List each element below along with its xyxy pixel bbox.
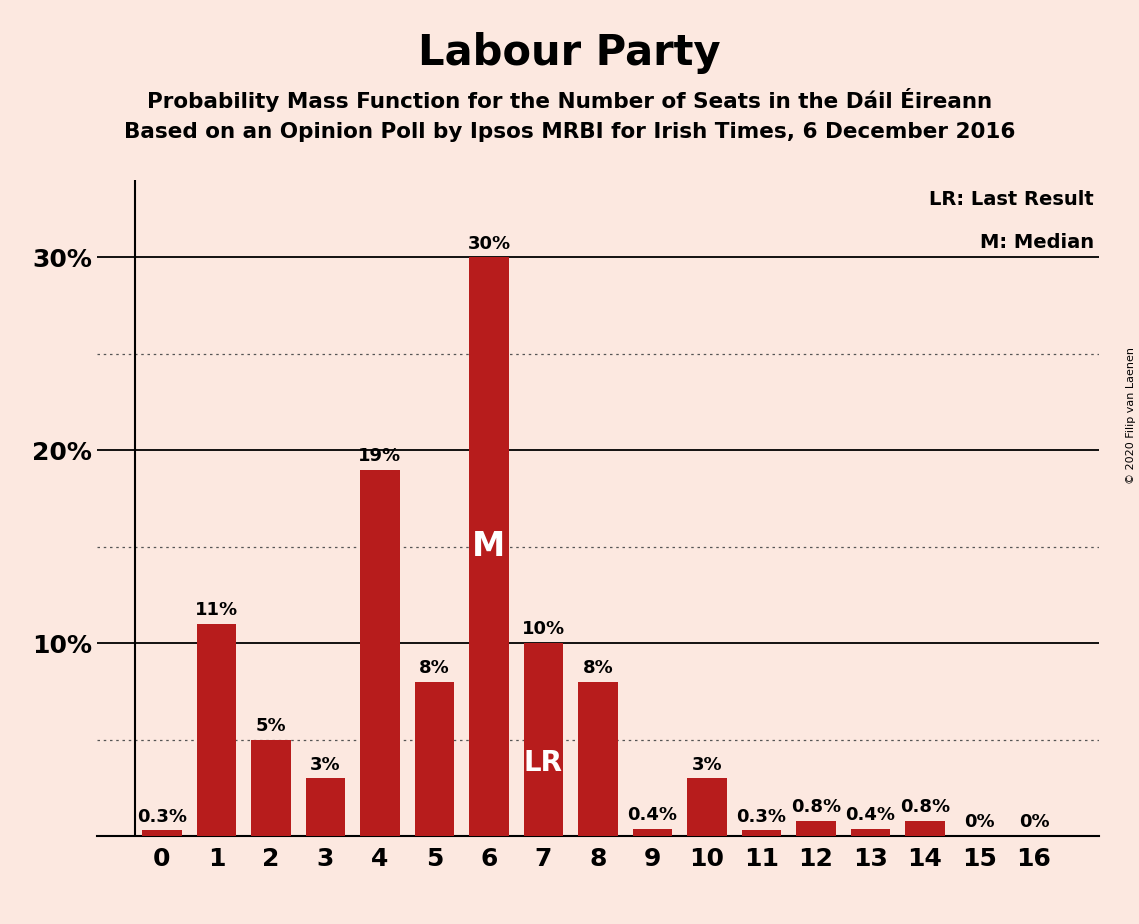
Bar: [415, 682, 454, 836]
Text: 0.8%: 0.8%: [790, 798, 841, 816]
Bar: [469, 258, 509, 836]
Text: © 2020 Filip van Laenen: © 2020 Filip van Laenen: [1126, 347, 1136, 484]
Text: 8%: 8%: [419, 659, 450, 677]
Text: M: M: [473, 530, 506, 564]
Text: Labour Party: Labour Party: [418, 32, 721, 74]
Bar: [633, 829, 672, 836]
Text: M: Median: M: Median: [980, 233, 1095, 251]
Bar: [796, 821, 836, 836]
Bar: [142, 831, 181, 836]
Bar: [906, 821, 944, 836]
Text: 30%: 30%: [467, 235, 510, 252]
Text: 0.3%: 0.3%: [137, 808, 187, 826]
Bar: [306, 778, 345, 836]
Text: 0.4%: 0.4%: [845, 806, 895, 823]
Bar: [360, 469, 400, 836]
Bar: [579, 682, 617, 836]
Text: Based on an Opinion Poll by Ipsos MRBI for Irish Times, 6 December 2016: Based on an Opinion Poll by Ipsos MRBI f…: [124, 122, 1015, 142]
Text: 0%: 0%: [964, 813, 994, 832]
Text: 3%: 3%: [691, 756, 722, 773]
Bar: [851, 829, 890, 836]
Text: 0.4%: 0.4%: [628, 806, 678, 823]
Text: 19%: 19%: [359, 447, 402, 465]
Text: 0%: 0%: [1018, 813, 1049, 832]
Text: 3%: 3%: [310, 756, 341, 773]
Text: Probability Mass Function for the Number of Seats in the Dáil Éireann: Probability Mass Function for the Number…: [147, 88, 992, 112]
Text: 10%: 10%: [522, 620, 565, 638]
Text: 5%: 5%: [255, 717, 286, 735]
Bar: [197, 624, 236, 836]
Bar: [687, 778, 727, 836]
Bar: [741, 831, 781, 836]
Text: 8%: 8%: [583, 659, 613, 677]
Text: LR: Last Result: LR: Last Result: [929, 190, 1095, 209]
Text: LR: LR: [524, 748, 563, 777]
Bar: [524, 643, 563, 836]
Bar: [252, 740, 290, 836]
Text: 0.8%: 0.8%: [900, 798, 950, 816]
Text: 0.3%: 0.3%: [737, 808, 786, 826]
Text: 11%: 11%: [195, 602, 238, 619]
